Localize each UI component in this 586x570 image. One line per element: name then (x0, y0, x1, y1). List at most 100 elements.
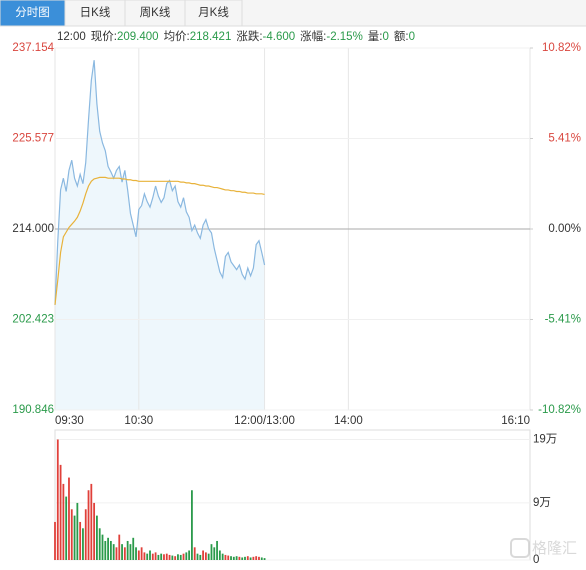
volume-bar (246, 556, 249, 560)
volume-tick-label: 0 (533, 554, 539, 565)
volume-bar (76, 502, 79, 560)
volume-bar (168, 554, 171, 560)
tab[interactable]: 周K线 (124, 0, 186, 27)
volume-bar (54, 521, 56, 560)
x-tick-label: 10:30 (124, 415, 153, 427)
volume-bar (96, 515, 98, 560)
watermark-text: 格隆汇 (532, 540, 577, 557)
x-tick-label: 14:00 (334, 415, 363, 427)
volume-bar (115, 547, 118, 560)
volume-bar (224, 554, 227, 560)
volume-bar (140, 547, 143, 560)
volume-bar (132, 537, 135, 560)
volume-bar (163, 554, 165, 560)
tab[interactable]: 分时图 (0, 0, 66, 27)
volume-bar (84, 509, 87, 560)
tab[interactable]: 日K线 (64, 0, 126, 27)
volume-bar (210, 544, 213, 560)
volume-bar (188, 550, 191, 560)
volume-bar (263, 558, 266, 560)
volume-bar (143, 552, 146, 560)
info-value: 0 (383, 31, 389, 43)
volume-bar (65, 496, 68, 560)
info-label: 量: (368, 30, 383, 43)
average-line (54, 176, 265, 305)
volume-bar (216, 540, 218, 560)
info-label: 均价: (164, 30, 190, 43)
volume-bar (154, 552, 157, 560)
tab[interactable]: 月K线 (184, 0, 243, 27)
x-tick-label: 12:00/13:00 (234, 415, 295, 427)
volume-bar (87, 490, 90, 560)
volume-bar (204, 552, 207, 560)
volume-bar (177, 554, 179, 560)
volume-bar (235, 556, 238, 560)
volume-bar (137, 550, 140, 560)
info-time: 12:00 (57, 31, 86, 43)
volume-bar (112, 544, 115, 560)
volume-bar (238, 556, 241, 560)
volume-bar (104, 540, 107, 560)
volume-bar (118, 534, 121, 560)
price-line (54, 60, 266, 305)
volume-tick-label: 19万 (533, 434, 557, 446)
info-value: -2.15% (326, 31, 362, 43)
y2-tick-label: 10.82% (542, 42, 581, 54)
tab-label[interactable]: 分时图 (15, 6, 50, 19)
volume-bar (255, 556, 258, 560)
tab-label[interactable]: 月K线 (198, 5, 229, 19)
volume-bar (179, 554, 182, 560)
volume-bar (151, 553, 154, 560)
volume-bar (98, 528, 101, 560)
volume-bar (165, 553, 168, 560)
y2-tick-label: 5.41% (548, 133, 581, 145)
volume-bar (93, 502, 96, 560)
volume-bar (68, 477, 70, 560)
volume-bar (56, 439, 59, 560)
x-tick-label: 09:30 (55, 415, 84, 427)
volume-bar (121, 544, 123, 560)
info-label: 额: (394, 30, 409, 43)
volume-bar (157, 554, 160, 560)
volume-bar (202, 550, 204, 560)
volume-bar (149, 550, 151, 560)
volume-frame (54, 429, 531, 561)
volume-bar (191, 490, 193, 560)
volume-bar (135, 547, 137, 560)
tab-bg[interactable] (184, 0, 243, 27)
volume-bar (101, 534, 104, 560)
tab-label[interactable]: 周K线 (140, 5, 171, 19)
y2-tick-label: -5.41% (545, 314, 581, 326)
price-area (55, 60, 265, 411)
volume-bar (109, 540, 112, 560)
watermark: 格隆汇 (510, 538, 577, 558)
volume-bar (199, 554, 202, 560)
volume-bar (73, 515, 76, 560)
volume-bar (129, 544, 132, 560)
volume-bar (221, 553, 224, 560)
y-tick-label: 237.154 (12, 42, 54, 54)
info-value: 209.400 (117, 31, 159, 43)
info-label: 现价: (91, 30, 117, 43)
volume-bar (252, 556, 255, 560)
watermark-logo (510, 538, 530, 558)
volume-bar (227, 555, 230, 560)
volume-bar (218, 550, 221, 560)
y-tick-label: 225.577 (12, 133, 54, 145)
tab-label[interactable]: 日K线 (80, 5, 111, 19)
y-tick-label: 214.000 (12, 223, 54, 235)
volume-bar (107, 537, 109, 560)
volume-bar (185, 552, 188, 560)
volume-bar (232, 556, 235, 560)
volume-bar (90, 483, 93, 560)
volume-bar (182, 553, 185, 560)
info-value: -4.600 (263, 31, 296, 43)
volume-bar (79, 521, 82, 560)
y2-tick-label: -10.82% (538, 404, 581, 416)
info-label: 涨跌: (236, 29, 262, 43)
y-tick-label: 190.846 (12, 404, 54, 416)
y2-tick-label: 0.00% (548, 223, 581, 235)
info-value: 218.421 (190, 31, 232, 43)
volume-bar (260, 557, 263, 560)
